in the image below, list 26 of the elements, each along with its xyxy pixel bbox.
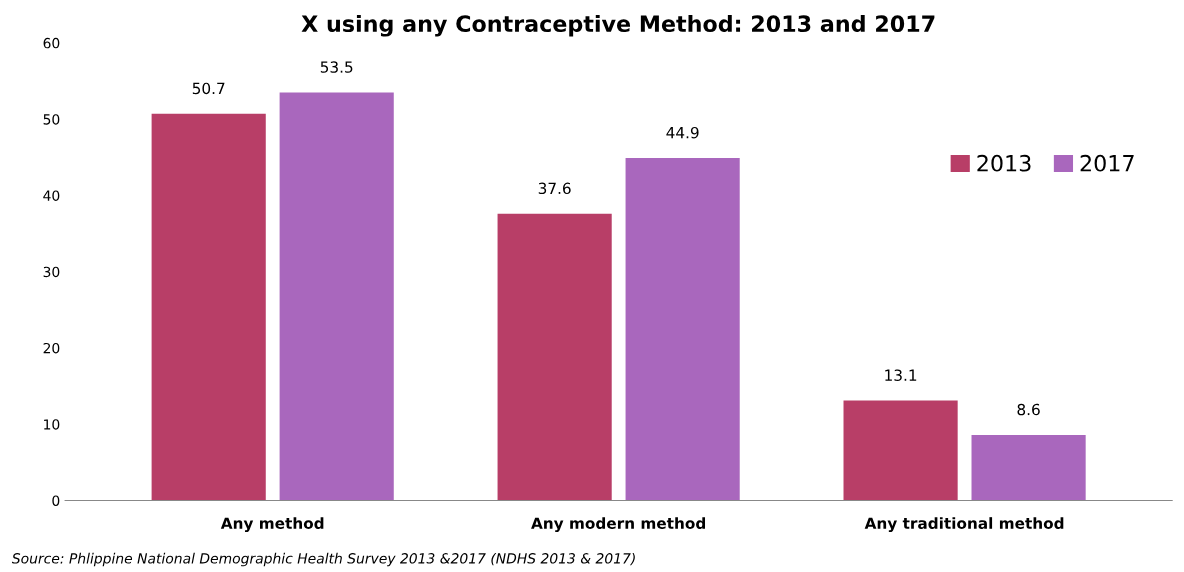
x-tick-label: Any modern method [531, 517, 706, 533]
bar [625, 158, 740, 501]
data-label: 44.9 [666, 126, 699, 139]
bar [843, 400, 958, 501]
legend-label: 2013 [977, 154, 1031, 172]
bar [497, 213, 612, 501]
source-note: Source: Phlippine National Demographic Health Survey 2013 &2017 (NDHS 2013 & 2017) [11, 552, 635, 567]
y-tick-label: 20 [43, 342, 60, 354]
y-tick-label: 30 [43, 266, 60, 278]
data-label: 53.5 [320, 61, 353, 73]
y-tick-label: 50 [43, 114, 60, 125]
legend-label: 2017 [1080, 154, 1134, 172]
bar [151, 113, 266, 501]
data-label: 8.6 [1017, 403, 1040, 416]
y-tick-label: 60 [43, 37, 60, 49]
bar [279, 92, 394, 501]
bar [971, 434, 1086, 501]
chart-title: X using any Contraceptive Method: 2013 and 2017 [301, 14, 935, 37]
data-label: 13.1 [885, 369, 917, 381]
y-tick-label: 0 [52, 495, 60, 506]
data-label: 37.6 [538, 182, 571, 195]
y-tick-label: 40 [43, 190, 60, 201]
y-tick-label: 10 [44, 419, 60, 430]
x-tick-label: Any method [220, 517, 324, 533]
x-tick-label: Any traditional method [864, 517, 1064, 533]
data-label: 50.7 [192, 82, 225, 95]
